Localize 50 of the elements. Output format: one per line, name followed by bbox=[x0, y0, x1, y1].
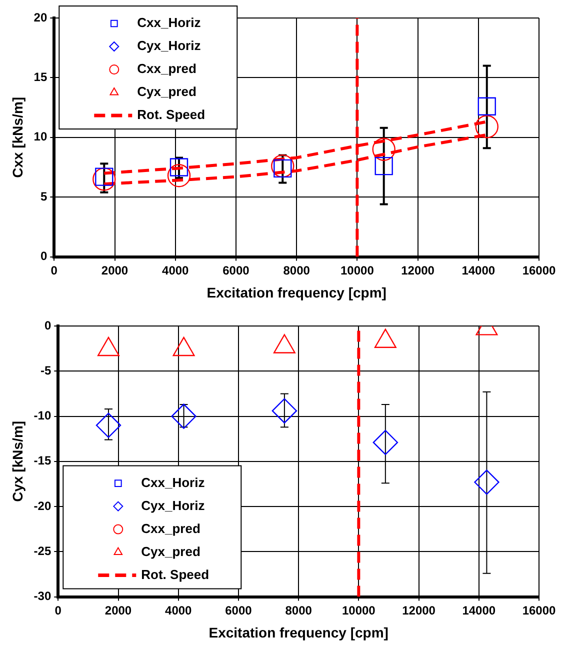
x-tick-label: 10000 bbox=[340, 263, 374, 278]
x-tick-label: 4000 bbox=[162, 263, 190, 278]
x-tick-label: 6000 bbox=[222, 263, 250, 278]
x-tick-label: 8000 bbox=[283, 263, 310, 278]
legend-label: Rot. Speed bbox=[137, 107, 206, 122]
point bbox=[374, 156, 393, 176]
y-tick-label: 20 bbox=[34, 10, 48, 24]
legend-label: Cyx_pred bbox=[137, 84, 196, 100]
x-axis-title: Excitation frequency [cpm] bbox=[206, 284, 386, 300]
y-tick-label: -30 bbox=[34, 589, 52, 604]
x-tick-label: 12000 bbox=[402, 603, 436, 618]
y-tick-label: -25 bbox=[34, 544, 52, 558]
x-tick-label: 16000 bbox=[522, 263, 556, 278]
x-tick-label: 14000 bbox=[462, 263, 496, 278]
y-tick-label: -10 bbox=[34, 408, 52, 423]
x-tick-label: 14000 bbox=[462, 603, 496, 618]
x-tick-label: 16000 bbox=[522, 603, 556, 618]
y-tick-label: 15 bbox=[34, 70, 48, 84]
legend-label: Rot. Speed bbox=[141, 566, 210, 582]
y-tick-label: 0 bbox=[40, 249, 48, 264]
y-tick-label: 10 bbox=[34, 130, 48, 144]
y-axis-title: Cxx [kNs/m] bbox=[9, 96, 26, 178]
point bbox=[167, 164, 191, 188]
legend-label: Cxx_pred bbox=[137, 61, 196, 76]
y-tick-label: -20 bbox=[34, 498, 52, 513]
y-tick-label: -15 bbox=[34, 454, 52, 468]
legend-label: Cyx_Horiz bbox=[137, 38, 202, 54]
point bbox=[92, 168, 116, 191]
legend-label: Cyx_Horiz bbox=[141, 498, 206, 513]
x-tick-label: 2000 bbox=[101, 263, 128, 278]
point bbox=[478, 97, 496, 116]
y-tick-label: -5 bbox=[40, 363, 52, 378]
x-tick-label: 10000 bbox=[342, 603, 376, 618]
x-tick-label: 12000 bbox=[401, 263, 435, 278]
x-axis-title: Excitation frequency [cpm] bbox=[208, 624, 388, 640]
legend-label: Cyx_pred bbox=[141, 544, 200, 559]
point bbox=[271, 154, 294, 178]
legend-label: Cxx_Horiz bbox=[141, 474, 206, 490]
point bbox=[372, 138, 396, 161]
legend-label: Cxx_pred bbox=[141, 520, 200, 536]
y-axis-title: Cyx [kNs/m] bbox=[9, 420, 26, 502]
point bbox=[475, 115, 498, 138]
x-tick-label: 2000 bbox=[104, 603, 132, 618]
x-tick-label: 8000 bbox=[285, 603, 312, 618]
x-tick-label: 0 bbox=[54, 603, 62, 618]
y-tick-label: 5 bbox=[40, 189, 48, 204]
x-tick-label: 6000 bbox=[225, 603, 252, 618]
y-tick-label: 0 bbox=[44, 318, 52, 332]
x-tick-label: 4000 bbox=[165, 603, 192, 618]
legend-label: Cxx_Horiz bbox=[137, 15, 202, 30]
